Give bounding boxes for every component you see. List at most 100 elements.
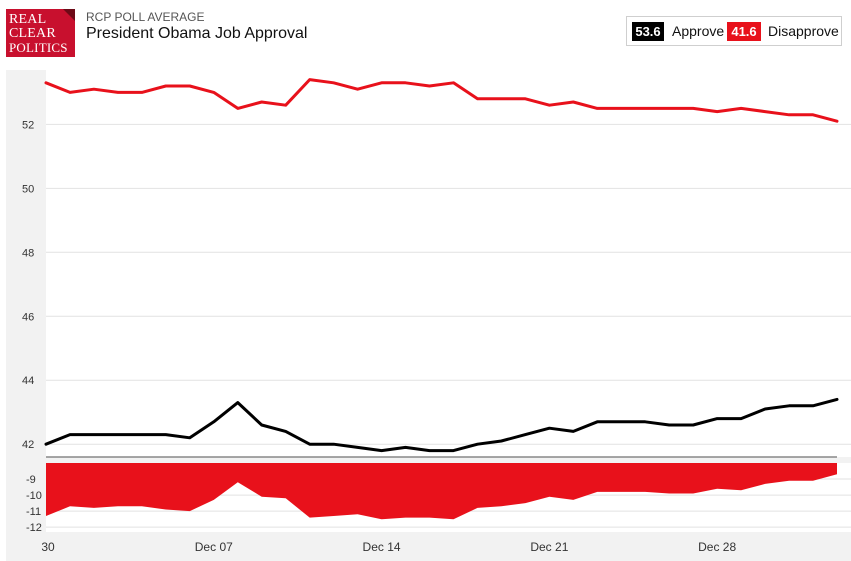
disapprove-data-point[interactable] bbox=[257, 97, 267, 107]
approve-data-point[interactable] bbox=[736, 414, 746, 424]
approve-data-point[interactable] bbox=[257, 420, 267, 430]
disapprove-data-point[interactable] bbox=[712, 107, 722, 117]
spread-area-group bbox=[46, 463, 837, 520]
approve-data-point[interactable] bbox=[472, 439, 482, 449]
approve-data-point[interactable] bbox=[65, 430, 75, 440]
disapprove-value-badge: 41.6 bbox=[727, 22, 761, 41]
disapprove-data-point[interactable] bbox=[233, 103, 243, 113]
approve-data-point[interactable] bbox=[305, 439, 315, 449]
disapprove-data-point[interactable] bbox=[161, 81, 171, 91]
disapprove-data-point[interactable] bbox=[185, 81, 195, 91]
legend-box: 53.6 Approve 41.6 Disapprove bbox=[626, 16, 842, 46]
approve-data-point[interactable] bbox=[353, 442, 363, 452]
main-y-tick-label: 46 bbox=[22, 311, 34, 323]
disapprove-data-point[interactable] bbox=[209, 87, 219, 97]
series-lines bbox=[41, 75, 842, 456]
approve-data-point[interactable] bbox=[568, 426, 578, 436]
disapprove-data-point[interactable] bbox=[425, 81, 435, 91]
disapprove-data-point[interactable] bbox=[784, 110, 794, 120]
spread-y-tick-label: -10 bbox=[26, 490, 42, 502]
disapprove-data-point[interactable] bbox=[520, 94, 530, 104]
approve-data-point[interactable] bbox=[784, 401, 794, 411]
approve-data-point[interactable] bbox=[233, 398, 243, 408]
disapprove-data-point[interactable] bbox=[401, 78, 411, 88]
main-grid bbox=[46, 123, 851, 445]
disapprove-data-point[interactable] bbox=[760, 107, 770, 117]
disapprove-data-point[interactable] bbox=[664, 103, 674, 113]
approve-data-point[interactable] bbox=[329, 439, 339, 449]
chart-svg[interactable]: 42 44 46 48 50 52 -9 -10 -11 -12 30 Dec 07 Dec 14 D… bbox=[6, 70, 851, 561]
logo-corner-icon bbox=[63, 9, 75, 21]
approve-data-point[interactable] bbox=[760, 404, 770, 414]
approve-data-point[interactable] bbox=[161, 430, 171, 440]
approve-data-point[interactable] bbox=[209, 417, 219, 427]
logo-line-real: REAL bbox=[9, 12, 47, 27]
disapprove-data-point[interactable] bbox=[472, 94, 482, 104]
approve-legend-label: Approve bbox=[672, 23, 725, 39]
approve-data-point[interactable] bbox=[616, 417, 626, 427]
spread-area[interactable] bbox=[46, 463, 837, 520]
approve-data-point[interactable] bbox=[401, 442, 411, 452]
disapprove-data-point[interactable] bbox=[89, 84, 99, 94]
approve-data-point[interactable] bbox=[592, 417, 602, 427]
rcp-logo[interactable]: REAL CLEAR POLITICS bbox=[6, 9, 75, 57]
approve-data-point[interactable] bbox=[496, 436, 506, 446]
disapprove-data-point[interactable] bbox=[736, 103, 746, 113]
disapprove-data-point[interactable] bbox=[305, 75, 315, 85]
approve-data-point[interactable] bbox=[448, 446, 458, 456]
disapprove-data-point[interactable] bbox=[113, 87, 123, 97]
logo-line-politics: POLITICS bbox=[9, 40, 68, 55]
main-y-tick-label: 52 bbox=[22, 119, 34, 131]
approve-data-point[interactable] bbox=[688, 420, 698, 430]
approve-data-point[interactable] bbox=[544, 423, 554, 433]
disapprove-data-point[interactable] bbox=[808, 110, 818, 120]
spread-y-tick-label: -12 bbox=[26, 522, 42, 534]
approve-data-point[interactable] bbox=[712, 414, 722, 424]
approve-series-line[interactable] bbox=[44, 397, 839, 453]
chart-title: President Obama Job Approval bbox=[86, 25, 308, 42]
disapprove-data-point[interactable] bbox=[832, 116, 842, 126]
approve-data-point[interactable] bbox=[640, 417, 650, 427]
disapprove-data-point[interactable] bbox=[496, 94, 506, 104]
main-y-tick-label: 50 bbox=[22, 183, 34, 195]
approve-data-point[interactable] bbox=[832, 394, 842, 404]
main-y-tick-label: 48 bbox=[22, 247, 34, 259]
disapprove-data-point[interactable] bbox=[377, 78, 387, 88]
approve-data-point[interactable] bbox=[281, 426, 291, 436]
poll-average-label: RCP POLL AVERAGE bbox=[86, 10, 205, 24]
disapprove-data-point[interactable] bbox=[65, 87, 75, 97]
approve-value-badge: 53.6 bbox=[632, 22, 664, 41]
approve-data-point[interactable] bbox=[808, 401, 818, 411]
approve-data-point[interactable] bbox=[185, 433, 195, 443]
chart-frame: 42 44 46 48 50 52 -9 -10 -11 -12 30 Dec 07 Dec 14 D… bbox=[6, 70, 851, 561]
disapprove-data-point[interactable] bbox=[616, 103, 626, 113]
approve-data-point[interactable] bbox=[425, 446, 435, 456]
x-tick-label: Dec 28 bbox=[698, 540, 736, 554]
disapprove-data-point[interactable] bbox=[688, 103, 698, 113]
disapprove-data-point[interactable] bbox=[568, 97, 578, 107]
approve-data-point[interactable] bbox=[377, 446, 387, 456]
x-tick-label: Dec 07 bbox=[195, 540, 233, 554]
main-y-tick-label: 42 bbox=[22, 439, 34, 451]
approve-data-point[interactable] bbox=[520, 430, 530, 440]
approve-data-point[interactable] bbox=[664, 420, 674, 430]
disapprove-data-point[interactable] bbox=[353, 84, 363, 94]
disapprove-data-point[interactable] bbox=[640, 103, 650, 113]
approve-data-point[interactable] bbox=[113, 430, 123, 440]
disapprove-legend-label: Disapprove bbox=[768, 23, 839, 39]
disapprove-data-point[interactable] bbox=[329, 78, 339, 88]
disapprove-data-point[interactable] bbox=[592, 103, 602, 113]
disapprove-data-point[interactable] bbox=[41, 78, 51, 88]
x-tick-label: Dec 21 bbox=[530, 540, 568, 554]
spread-y-axis: -9 -10 -11 -12 bbox=[26, 474, 42, 534]
disapprove-data-point[interactable] bbox=[544, 100, 554, 110]
disapprove-series-line[interactable] bbox=[44, 78, 839, 123]
approve-data-point[interactable] bbox=[89, 430, 99, 440]
main-y-tick-label: 44 bbox=[22, 375, 34, 387]
x-axis: 30 Dec 07 Dec 14 Dec 21 Dec 28 bbox=[41, 540, 736, 554]
disapprove-data-point[interactable] bbox=[448, 78, 458, 88]
disapprove-data-point[interactable] bbox=[137, 87, 147, 97]
approve-data-point[interactable] bbox=[137, 430, 147, 440]
approve-data-point[interactable] bbox=[41, 439, 51, 449]
disapprove-data-point[interactable] bbox=[281, 100, 291, 110]
